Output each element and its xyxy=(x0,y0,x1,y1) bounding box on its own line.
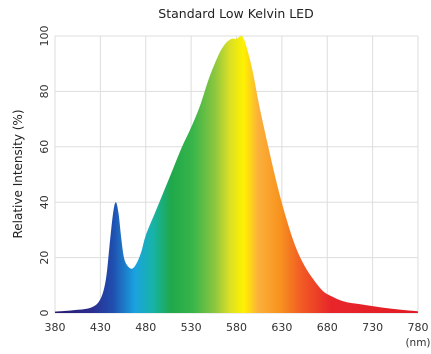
y-tick-label: 100 xyxy=(38,26,51,47)
x-axis-unit: (nm) xyxy=(405,337,430,349)
y-tick-label: 20 xyxy=(38,251,51,265)
y-tick-label: 0 xyxy=(38,310,51,317)
x-tick-label: 630 xyxy=(271,321,292,334)
plot-area xyxy=(55,36,418,313)
x-axis: 380 430 480 530 580 630 680 730 780 xyxy=(45,321,429,334)
x-tick-label: 580 xyxy=(226,321,247,334)
x-tick-label: 730 xyxy=(362,321,383,334)
y-tick-label: 60 xyxy=(38,140,51,154)
y-axis-label: Relative Intensity (%) xyxy=(11,109,25,238)
y-axis: 0 20 40 60 80 100 xyxy=(38,26,51,317)
x-tick-label: 680 xyxy=(317,321,338,334)
y-tick-label: 80 xyxy=(38,84,51,98)
chart-title: Standard Low Kelvin LED xyxy=(158,6,313,21)
x-tick-label: 430 xyxy=(90,321,111,334)
x-tick-label: 380 xyxy=(45,321,66,334)
x-tick-label: 480 xyxy=(135,321,156,334)
y-tick-label: 40 xyxy=(38,195,51,209)
spectrum-area xyxy=(55,36,418,313)
x-tick-label: 780 xyxy=(408,321,429,334)
x-tick-label: 530 xyxy=(181,321,202,334)
